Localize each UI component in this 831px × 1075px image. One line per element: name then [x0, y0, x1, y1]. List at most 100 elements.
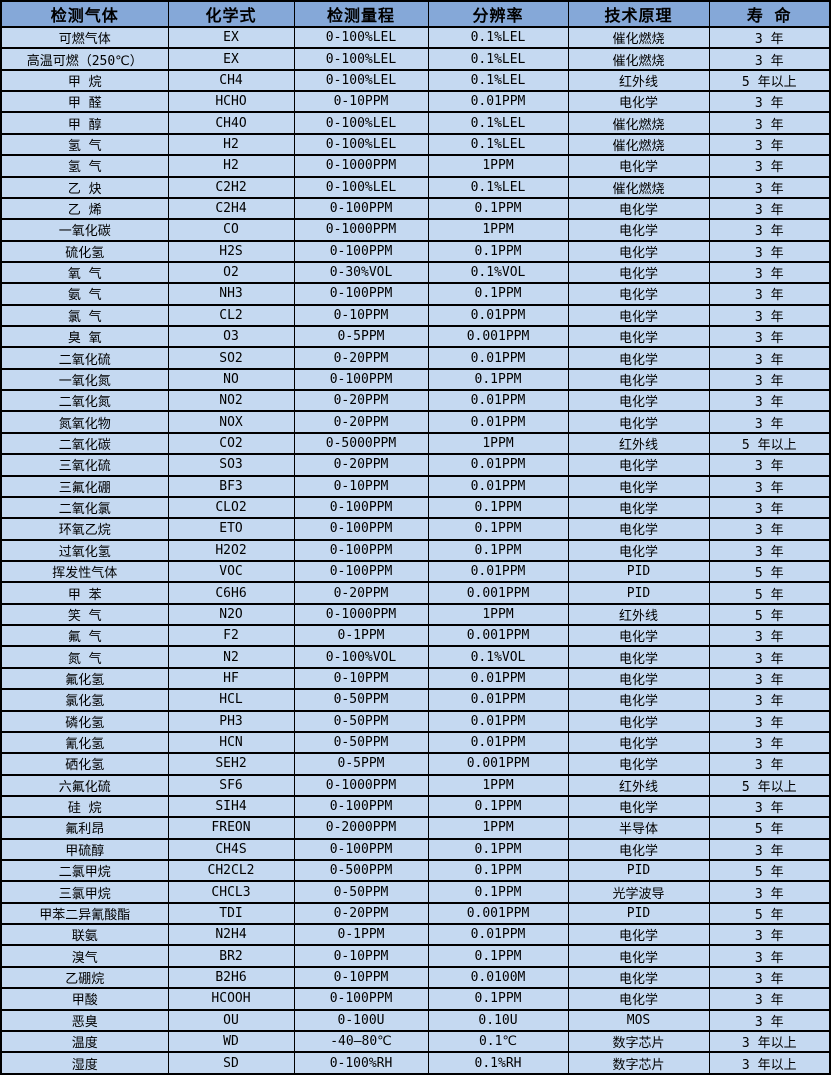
cell-resolution: 0.1PPM: [427, 880, 569, 904]
cell-lifespan: 3 年: [708, 175, 831, 199]
table-header: 检测气体 化学式 检测量程 分辨率 技术原理寿 命: [0, 0, 831, 28]
cell-chemical-formula: ETO: [167, 517, 295, 541]
table-row: 甲酸 HCOOH 0-100PPM 0.1PPM 电化学 3 年: [0, 987, 831, 1011]
column-header-lifespan: 寿 命: [708, 0, 831, 28]
cell-resolution: 0.1%RH: [427, 1051, 569, 1075]
table-row: 臭 氧 O3 0-5PPM 0.001PPM 电化学 3 年: [0, 325, 831, 349]
cell-technology: 电化学: [567, 944, 710, 968]
cell-resolution: 0.1%LEL: [427, 25, 569, 50]
table-row: 温度 WD -40—80℃ 0.1℃ 数字芯片 3 年以上: [0, 1029, 831, 1054]
cell-chemical-formula: SO3: [167, 453, 295, 477]
table-row: 可燃气体 EX 0-100%LEL 0.1%LEL 催化燃烧 3 年: [0, 25, 831, 50]
cell-lifespan: 3 年: [708, 25, 831, 50]
cell-lifespan: 3 年: [708, 495, 831, 520]
table-row: 环氧乙烷 ETO 0-100PPM 0.1PPM 电化学 3 年: [0, 517, 831, 541]
cell-chemical-formula: H2: [167, 132, 295, 157]
cell-lifespan: 3 年: [708, 666, 831, 691]
cell-resolution: 0.1PPM: [427, 538, 569, 563]
cell-detection-range: 0-20PPM: [293, 346, 429, 370]
cell-detection-range: 0-100PPM: [293, 196, 429, 221]
cell-resolution: 0.1PPM: [427, 517, 569, 541]
table-row: 恶臭 OU 0-100U 0.10U MOS 3 年: [0, 1008, 831, 1032]
cell-technology: 电化学: [567, 474, 710, 498]
table-row: 氧 气 O2 0-30%VOL 0.1%VOL 电化学 3 年: [0, 260, 831, 285]
table-row: 甲苯二异氰酸酯 TDI 0-20PPM 0.001PPM PID 5 年: [0, 901, 831, 926]
table-row: 二氧化氮 NO2 0-20PPM 0.01PPM 电化学 3 年: [0, 389, 831, 413]
cell-technology: 电化学: [567, 987, 710, 1011]
cell-lifespan: 3 年: [708, 282, 831, 306]
cell-technology: 电化学: [567, 730, 710, 755]
cell-chemical-formula: CHCL3: [167, 880, 295, 904]
cell-detection-range: 0-30%VOL: [293, 260, 429, 285]
cell-lifespan: 3 年: [708, 260, 831, 285]
cell-lifespan: 3 年: [708, 474, 831, 498]
cell-technology: 半导体: [567, 816, 710, 840]
cell-gas-name: 氰化氢: [0, 730, 169, 755]
cell-technology: 数字芯片: [567, 1029, 710, 1054]
cell-chemical-formula: N2: [167, 645, 295, 669]
table-row: 氮 气 N2 0-100%VOL 0.1%VOL 电化学 3 年: [0, 645, 831, 669]
table-row: 湿度 SD 0-100%RH 0.1%RH 数字芯片 3 年以上: [0, 1051, 831, 1075]
cell-detection-range: 0-100%LEL: [293, 25, 429, 50]
cell-resolution: 0.01PPM: [427, 346, 569, 370]
cell-gas-name: 氮 气: [0, 645, 169, 669]
cell-technology: 电化学: [567, 709, 710, 733]
cell-lifespan: 5 年: [708, 581, 831, 605]
cell-technology: 红外线: [567, 602, 710, 627]
cell-detection-range: 0-2000PPM: [293, 816, 429, 840]
cell-detection-range: 0-100PPM: [293, 517, 429, 541]
cell-gas-name: 氟化氢: [0, 666, 169, 691]
cell-chemical-formula: HCHO: [167, 90, 295, 114]
cell-technology: 电化学: [567, 538, 710, 563]
cell-chemical-formula: N2O: [167, 602, 295, 627]
cell-lifespan: 3 年: [708, 218, 831, 242]
cell-gas-name: 二氧化氮: [0, 389, 169, 413]
cell-lifespan: 3 年: [708, 837, 831, 862]
cell-resolution: 1PPM: [427, 602, 569, 627]
cell-resolution: 0.10U: [427, 1008, 569, 1032]
table-row: 二氯甲烷 CH2CL2 0-500PPM 0.1PPM PID 5 年: [0, 858, 831, 883]
cell-chemical-formula: H2O2: [167, 538, 295, 563]
cell-gas-name: 氢 气: [0, 154, 169, 178]
cell-lifespan: 5 年以上: [708, 773, 831, 797]
cell-technology: 电化学: [567, 688, 710, 712]
cell-lifespan: 3 年: [708, 730, 831, 755]
cell-technology: 电化学: [567, 666, 710, 691]
cell-resolution: 1PPM: [427, 218, 569, 242]
cell-technology: 电化学: [567, 517, 710, 541]
cell-gas-name: 二氧化氯: [0, 495, 169, 520]
cell-resolution: 0.1%VOL: [427, 260, 569, 285]
cell-resolution: 0.1PPM: [427, 282, 569, 306]
cell-chemical-formula: NO2: [167, 389, 295, 413]
cell-lifespan: 3 年: [708, 538, 831, 563]
cell-gas-name: 挥发性气体: [0, 559, 169, 584]
cell-technology: 电化学: [567, 325, 710, 349]
cell-lifespan: 3 年: [708, 346, 831, 370]
column-header-technology: 技术原理: [567, 0, 710, 28]
cell-chemical-formula: PH3: [167, 709, 295, 733]
cell-gas-name: 氟 气: [0, 624, 169, 648]
cell-chemical-formula: SD: [167, 1051, 295, 1075]
table-row: 氯化氢 HCL 0-50PPM 0.01PPM 电化学 3 年: [0, 688, 831, 712]
cell-lifespan: 3 年: [708, 688, 831, 712]
cell-technology: MOS: [567, 1008, 710, 1032]
cell-gas-name: 硫化氢: [0, 239, 169, 263]
cell-resolution: 0.01PPM: [427, 453, 569, 477]
cell-chemical-formula: NOX: [167, 410, 295, 434]
cell-technology: 电化学: [567, 837, 710, 862]
cell-chemical-formula: HF: [167, 666, 295, 691]
cell-lifespan: 5 年: [708, 559, 831, 584]
cell-detection-range: 0-100PPM: [293, 367, 429, 392]
table-row: 高温可燃（250℃） EX 0-100%LEL 0.1%LEL 催化燃烧 3 年: [0, 47, 831, 71]
cell-resolution: 0.1PPM: [427, 239, 569, 263]
table-row: 氢 气 H2 0-100%LEL 0.1%LEL 催化燃烧 3 年: [0, 132, 831, 157]
cell-resolution: 0.1%LEL: [427, 175, 569, 199]
cell-technology: 电化学: [567, 239, 710, 263]
cell-lifespan: 3 年以上: [708, 1029, 831, 1054]
cell-detection-range: 0-100PPM: [293, 282, 429, 306]
cell-chemical-formula: NO: [167, 367, 295, 392]
cell-technology: 光学波导: [567, 880, 710, 904]
cell-gas-name: 甲 烷: [0, 68, 169, 93]
cell-chemical-formula: CO2: [167, 431, 295, 456]
cell-technology: 电化学: [567, 495, 710, 520]
